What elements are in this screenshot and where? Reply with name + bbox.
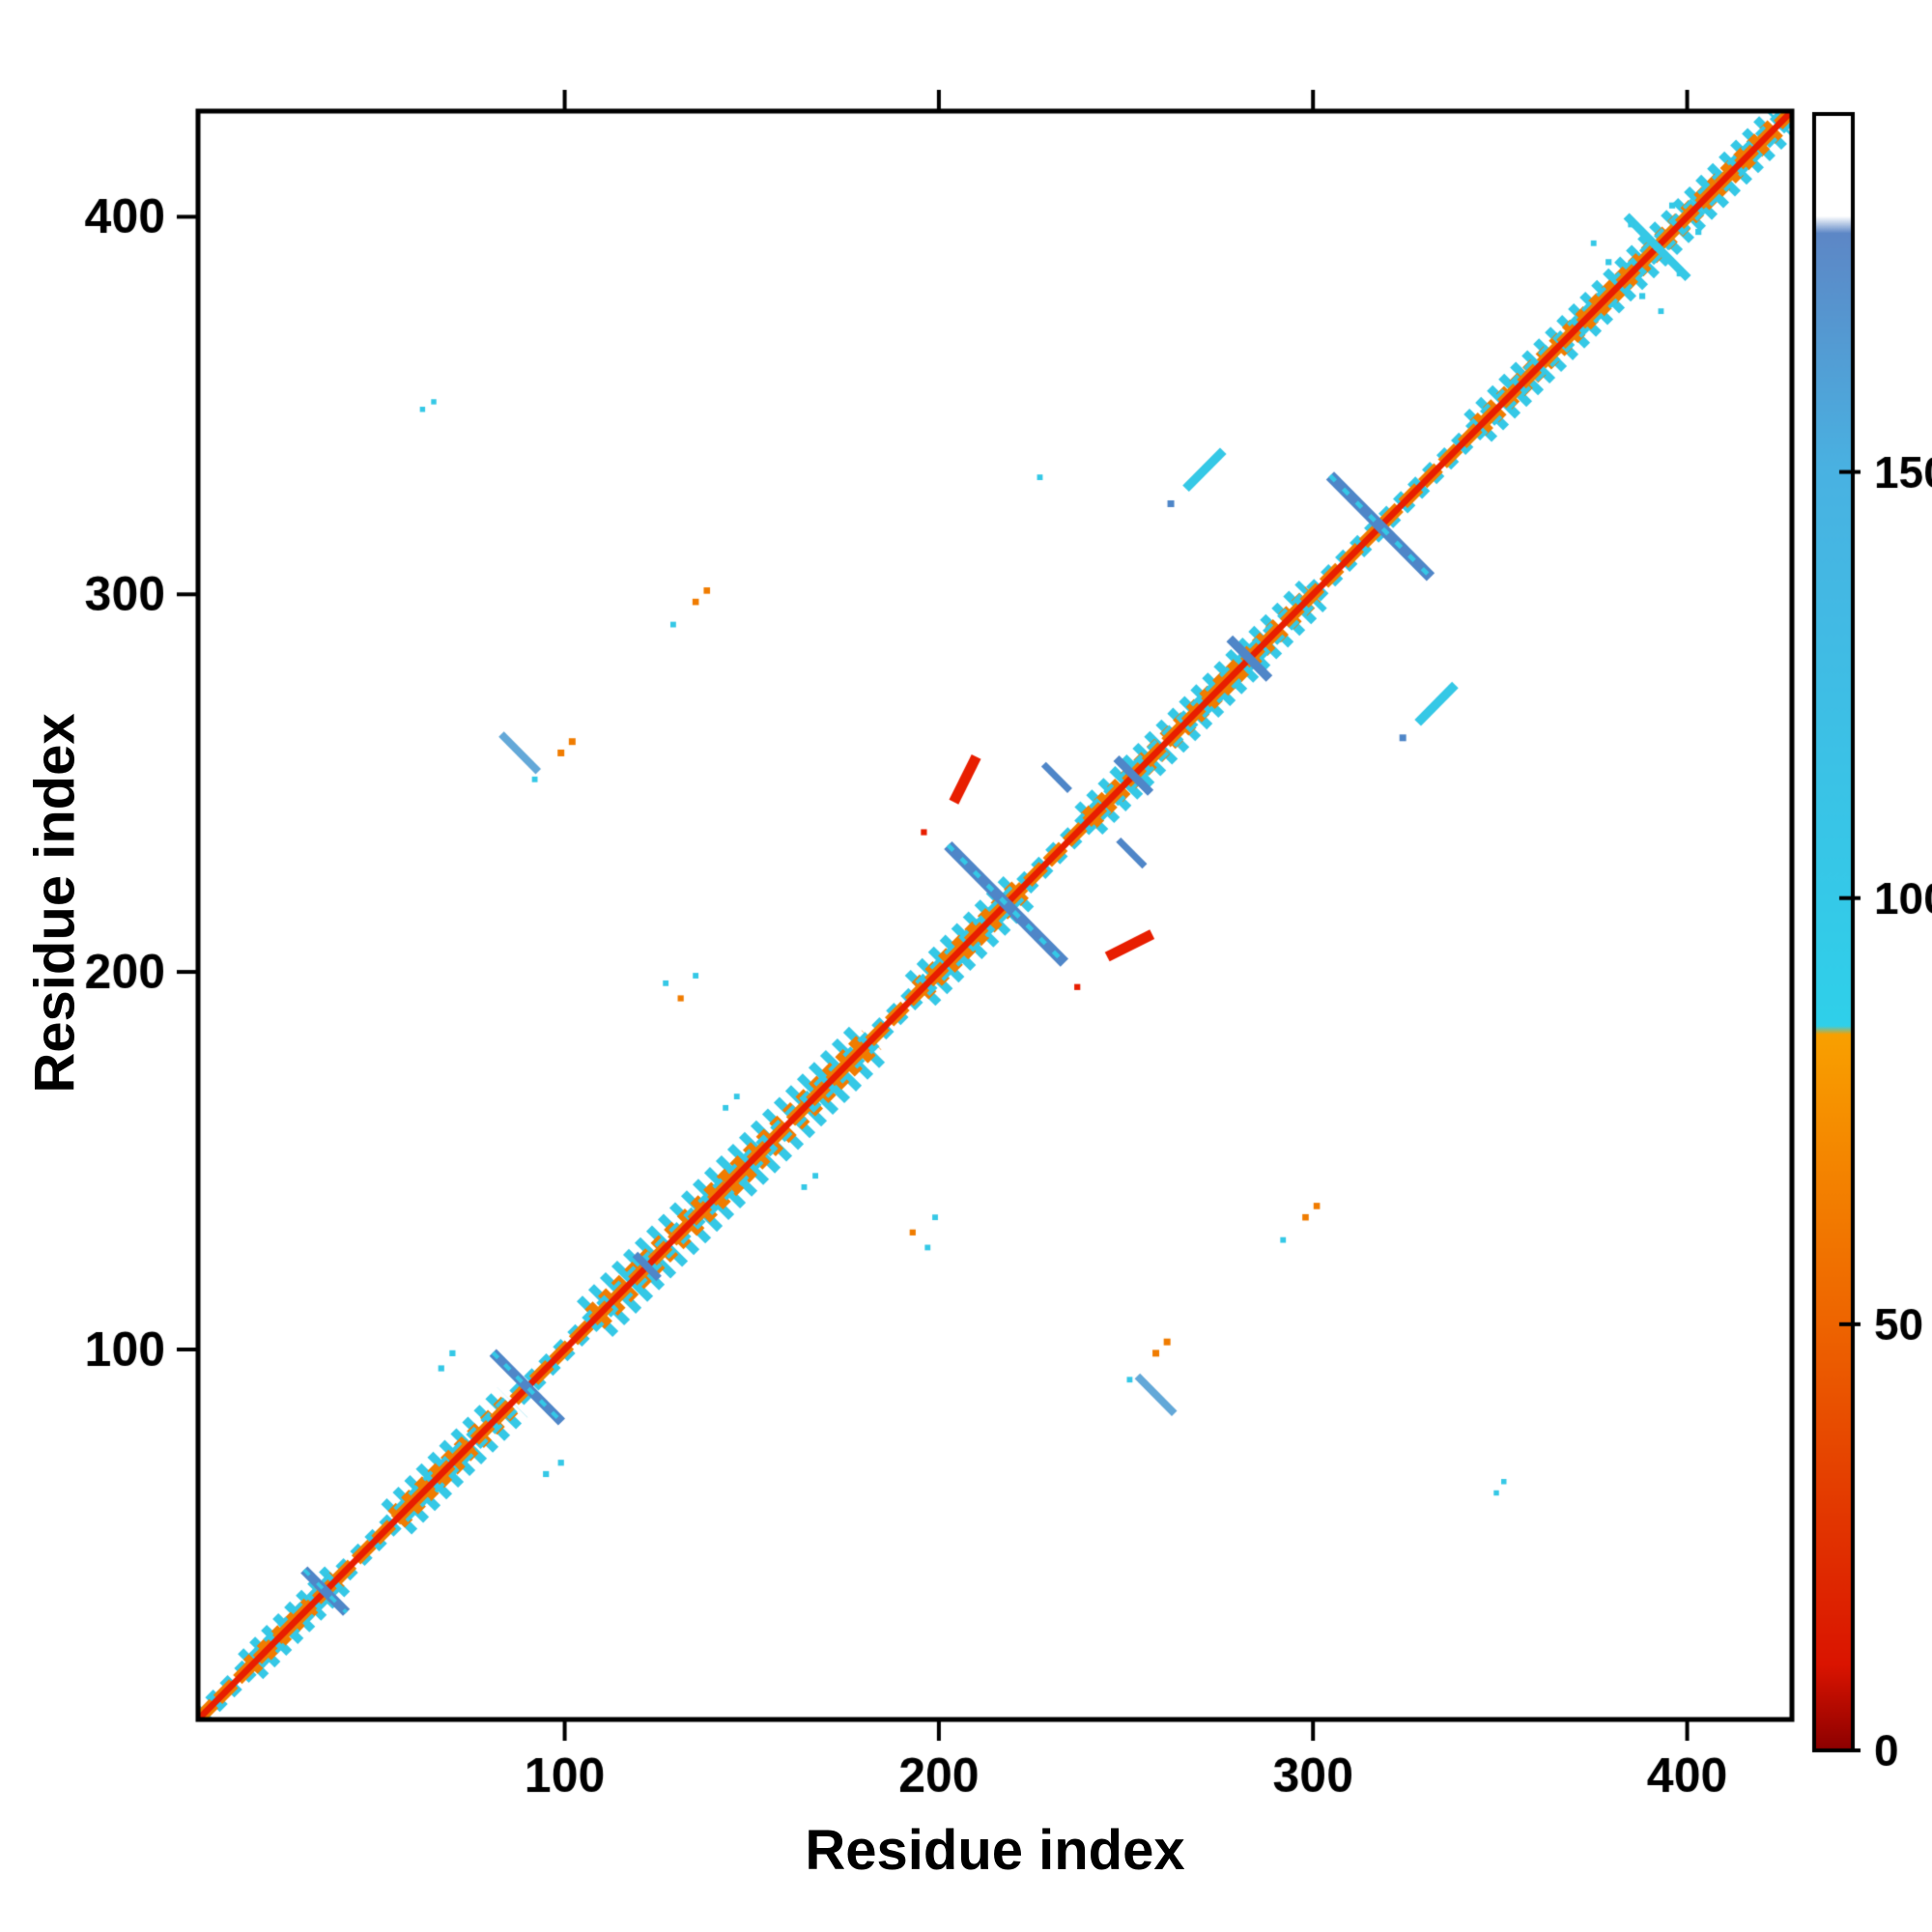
y-axis-label: Residue index [23, 713, 87, 1094]
x-axis-label: Residue index [805, 1819, 1185, 1882]
